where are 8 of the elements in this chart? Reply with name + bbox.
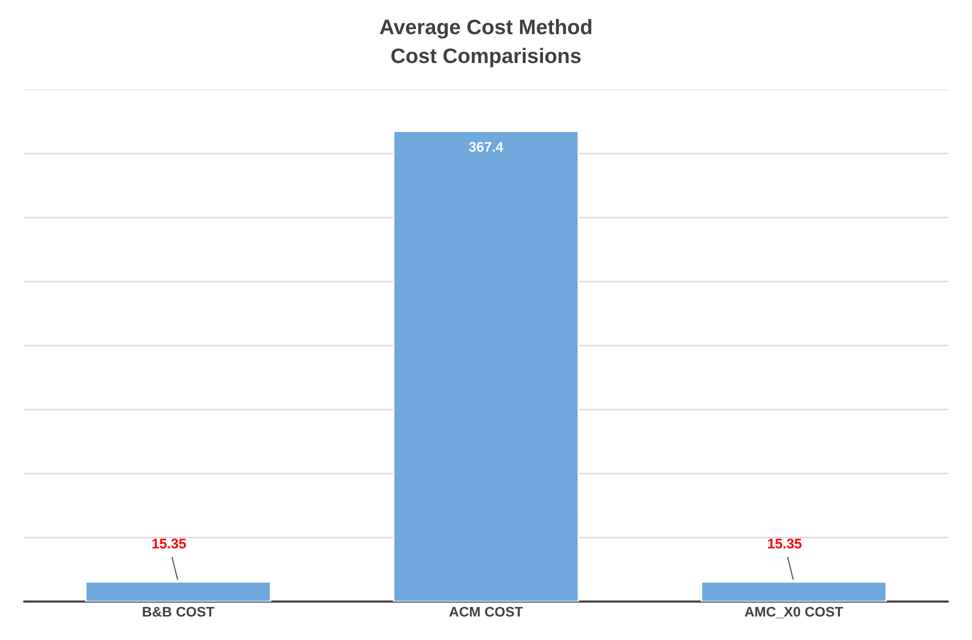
x-tick-label: AMC_X0 COST	[744, 606, 844, 618]
x-tick-label: ACM COST	[449, 606, 523, 617]
chart-subtitle: Cost Comparisions	[391, 48, 581, 68]
x-tick-label: B&B COST	[142, 606, 214, 617]
data-label: 367.4	[468, 142, 504, 152]
chart-title: Average Cost Method	[380, 19, 592, 39]
data-label: 15.35	[768, 538, 802, 549]
data-label: 15.35	[152, 538, 186, 549]
